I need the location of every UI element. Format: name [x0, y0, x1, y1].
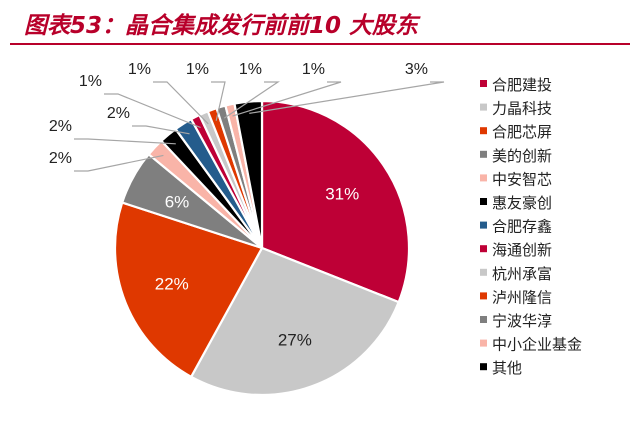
data-labels: 31% 27% 22% 6% 2% 2% 2% 1% 1% 1% 1% 1% 3%: [49, 61, 428, 349]
data-label: 1%: [239, 61, 262, 78]
data-label: 27%: [278, 330, 312, 349]
legend-label: 中安智芯: [492, 170, 552, 188]
data-label: 1%: [186, 61, 209, 78]
leader-line: [104, 93, 201, 129]
data-label: 1%: [302, 61, 325, 78]
leader-line: [74, 138, 176, 145]
pie-slice: [260, 99, 411, 304]
legend-label: 宁波华淳: [492, 312, 552, 330]
data-label: 2%: [49, 118, 72, 135]
legend-label: 合肥存鑫: [492, 218, 552, 236]
legend-swatch: [480, 316, 487, 323]
pie-slice: [113, 201, 264, 379]
leader-line: [153, 81, 209, 125]
leader-line: [74, 154, 164, 172]
legend-swatch: [480, 268, 487, 276]
leader-line: [211, 81, 226, 121]
data-label: 6%: [165, 192, 190, 211]
legend: 合肥建投力晶科技合肥芯屏美的创新中安智芯惠友豪创合肥存鑫海通创新杭州承富泸州隆信…: [480, 76, 582, 377]
legend-label: 中小企业基金: [492, 336, 582, 354]
data-label: 1%: [128, 61, 151, 78]
legend-label: 海通创新: [492, 241, 552, 259]
legend-label: 杭州承富: [492, 265, 552, 283]
data-label: 2%: [49, 150, 72, 167]
legend-swatch: [480, 245, 487, 253]
legend-swatch: [480, 80, 487, 87]
legend-label: 惠友豪创: [492, 194, 552, 212]
data-label: 1%: [79, 73, 102, 90]
legend-swatch: [480, 174, 487, 182]
title-bar: 图表53：晶合集成发行前前10 大股东: [0, 0, 630, 45]
legend-swatch: [480, 198, 487, 205]
pie-slices: [113, 99, 411, 397]
legend-swatch: [480, 292, 487, 300]
legend-swatch: [480, 339, 487, 347]
legend-label: 合肥建投: [492, 76, 552, 94]
chart-title: 图表53：晶合集成发行前前10 大股东: [24, 13, 419, 39]
data-label: 22%: [155, 275, 189, 294]
legend-swatch: [480, 127, 487, 135]
legend-label: 合肥芯屏: [492, 123, 552, 141]
leader-line: [132, 125, 190, 135]
legend-swatch: [480, 150, 487, 158]
leader-lines: [74, 81, 445, 172]
title-rule: [10, 43, 630, 45]
leader-line: [232, 81, 342, 117]
legend-label: 其他: [492, 359, 522, 377]
legend-swatch: [480, 363, 487, 371]
legend-label: 泸州隆信: [492, 288, 552, 306]
data-label: 31%: [325, 184, 359, 203]
legend-label: 力晶科技: [492, 100, 552, 118]
data-label: 3%: [405, 61, 428, 78]
legend-swatch: [480, 221, 487, 229]
legend-swatch: [480, 103, 487, 111]
leader-line: [223, 81, 280, 119]
data-label: 2%: [107, 105, 130, 122]
leader-line: [249, 81, 445, 114]
legend-label: 美的创新: [492, 147, 552, 165]
